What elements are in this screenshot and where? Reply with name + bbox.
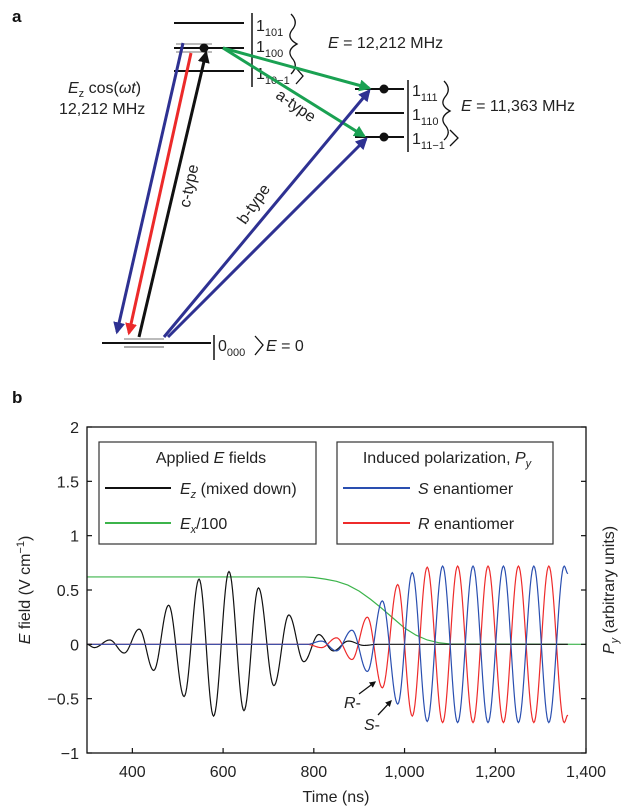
series-line-s-enantiomer — [87, 565, 569, 724]
x-axis-label: Time (ns) — [303, 789, 370, 806]
state-label-1-111: 1111 — [412, 83, 438, 104]
upper-energy-label: E = 12,212 MHz — [328, 35, 443, 52]
upper-levels — [174, 22, 244, 72]
state-label-1-101: 1101 — [256, 18, 283, 39]
y-tick-label: 1 — [70, 529, 79, 546]
legend-title: Induced polarization, Py — [363, 450, 533, 470]
legend-title: Applied E fields — [156, 450, 266, 467]
y-tick-label: 0.5 — [57, 583, 79, 600]
population-dot — [379, 84, 389, 94]
legend-entry-ex: Ex/100 — [180, 516, 227, 536]
annotation-r: R- — [344, 695, 361, 712]
legend-entry-s: S enantiomer — [418, 481, 514, 498]
x-tick-label: 600 — [210, 764, 237, 781]
legend-box — [336, 441, 554, 545]
drive-arrow-blue — [113, 42, 185, 335]
ket-bracket-upper — [289, 13, 299, 75]
ket-bracket-ground — [254, 335, 264, 356]
ket-bracket-middle-lower — [449, 129, 459, 147]
y-tick-label: 2 — [70, 420, 79, 437]
annotation-s: S- — [364, 717, 380, 734]
a-type-arrow-lower — [222, 46, 367, 138]
population-dot — [379, 132, 389, 142]
population-dot — [199, 43, 209, 53]
a-type-arrow-upper — [222, 46, 372, 92]
y-tick-label: 0 — [70, 637, 79, 654]
panel-b-label: b — [12, 388, 22, 407]
plot-series — [86, 565, 587, 724]
x-tick-label: 800 — [300, 764, 327, 781]
y-tick-label: 1.5 — [57, 474, 79, 491]
legend-entry-r: R enantiomer — [418, 516, 515, 533]
annotation-arrow-s — [377, 700, 392, 716]
ket-bracket-middle — [442, 80, 452, 141]
ground-energy-label: E = 0 — [266, 338, 304, 355]
legend-box — [98, 441, 317, 545]
b-type-label: b-type — [235, 181, 274, 227]
y-tick-label: −1 — [61, 746, 79, 763]
legend-applied-fields: Applied E fields Ez (mixed down) Ex/100 — [98, 441, 317, 545]
x-tick-label: 1,400 — [566, 764, 606, 781]
y-axis-label: E field (V cm−1) — [15, 536, 34, 645]
state-label-1-11-1: 111−1 — [412, 131, 445, 152]
drive-field-label: Ez cos(ωt) — [68, 80, 141, 100]
panel-a-label: a — [12, 7, 22, 26]
drive-frequency-label: 12,212 MHz — [59, 101, 145, 118]
x-tick-label: 400 — [119, 764, 146, 781]
c-type-label: c-type — [177, 163, 203, 209]
annotation-arrow-r — [358, 681, 377, 695]
b-type-arrow-upper — [162, 89, 371, 338]
legend-induced-polarization: Induced polarization, Py S enantiomer R … — [336, 441, 554, 545]
middle-energy-label: E = 11,363 MHz — [461, 98, 575, 115]
energy-level-diagram: a 1101 1100 110−1 E = 12,212 MHz 1111 11… — [12, 7, 575, 360]
axis-ticks: 400 600 800 1,000 1,200 1,400 −1 −0.5 0 0.5 1 1.5 2 — [47, 420, 606, 781]
state-label-1-110: 1110 — [412, 107, 438, 128]
ket-bracket-upper-lower — [295, 67, 304, 85]
b-type-arrow-lower — [166, 137, 368, 339]
y-axis-right-label: Py (arbitrary units) — [601, 526, 621, 654]
legend-entry-ez: Ez (mixed down) — [180, 481, 297, 501]
y-tick-label: −0.5 — [47, 692, 79, 709]
state-label-1-100: 1100 — [256, 39, 283, 60]
series-line-ex-100 — [87, 576, 587, 645]
chart: b 400 600 800 1,000 1,200 1,400 −1 −0.5 0 0.5 1 1.5… — [12, 388, 621, 806]
x-tick-label: 1,000 — [385, 764, 425, 781]
state-label-1-10-1: 110−1 — [256, 66, 290, 87]
drive-arrow-red — [125, 52, 193, 336]
c-type-arrow — [137, 50, 210, 338]
state-label-0-000: 0000 — [218, 338, 245, 359]
middle-levels — [355, 88, 404, 138]
x-tick-label: 1,200 — [475, 764, 515, 781]
